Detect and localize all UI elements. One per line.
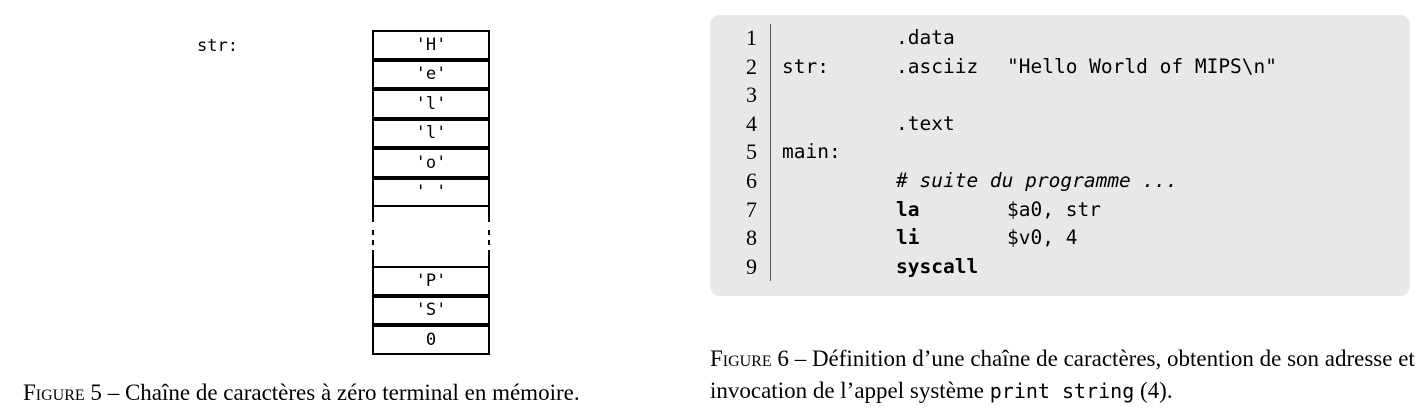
figure-5-memory-diagram: str: 0x10010000 'H' 0x10010001 'e' 0x100… <box>0 0 700 418</box>
code-directive: .text <box>896 111 955 135</box>
line-number: 1 <box>746 25 757 50</box>
code-instruction: la <box>896 197 920 221</box>
code-instruction: li <box>896 226 920 250</box>
figure-5-caption-prefix: Figure 5 <box>23 380 102 405</box>
gap-dot <box>372 240 374 245</box>
memory-cell: 'l' <box>372 118 490 148</box>
line-number: 3 <box>746 82 757 108</box>
code-directive: .data <box>896 26 955 49</box>
figure-6-caption-code: print string <box>989 379 1135 403</box>
code-label: main: <box>782 140 841 164</box>
str-label: str: <box>197 36 238 56</box>
figure-6-caption-text: – Définition d’une chaîne de caractères,… <box>710 346 1415 403</box>
line-number: 6 <box>746 168 757 193</box>
line-number: 7 <box>746 196 757 222</box>
figure-5-caption: Figure 5 – Chaîne de caractères à zéro t… <box>23 380 580 406</box>
code-label: str: <box>782 54 829 78</box>
figure-6-caption-prefix: Figure 6 <box>710 346 789 371</box>
code-listing-box <box>710 15 1410 296</box>
code-string-literal: "Hello World of MIPS\n" <box>1007 54 1278 78</box>
figure-6-caption-text-end: (4). <box>1134 378 1173 403</box>
gap-left-border <box>372 207 374 222</box>
figure-6-caption: Figure 6 – Définition d’une chaîne de ca… <box>710 343 1416 407</box>
code-instruction: syscall <box>896 254 979 278</box>
code-operands: $v0, 4 <box>1007 226 1078 250</box>
memory-cell: 'P' <box>372 266 490 296</box>
memory-cell: 0 <box>372 325 490 355</box>
memory-cell: ' ' <box>372 177 490 207</box>
gap-dot <box>372 230 374 235</box>
memory-cell: 'l' <box>372 89 490 119</box>
gap-right-border <box>488 207 490 222</box>
code-comment: # suite du programme ... <box>896 169 1178 192</box>
gap-dot <box>488 240 490 245</box>
code-directive: .asciiz <box>896 54 979 78</box>
code-operands: $a0, str <box>1007 197 1101 221</box>
memory-cell: 'S' <box>372 295 490 325</box>
line-number: 9 <box>746 253 757 279</box>
line-number: 5 <box>746 139 757 165</box>
gap-right-border <box>488 250 490 267</box>
memory-cell: 'H' <box>372 30 490 60</box>
line-number: 8 <box>746 225 757 251</box>
gap-left-border <box>372 250 374 267</box>
line-number: 2 <box>746 53 757 79</box>
memory-cell: 'e' <box>372 59 490 89</box>
figure-5-caption-text: – Chaîne de caractères à zéro terminal e… <box>101 380 580 405</box>
memory-cell: 'o' <box>372 148 490 178</box>
line-number-separator <box>770 24 771 281</box>
gap-dot <box>488 230 490 235</box>
line-number: 4 <box>746 110 757 136</box>
